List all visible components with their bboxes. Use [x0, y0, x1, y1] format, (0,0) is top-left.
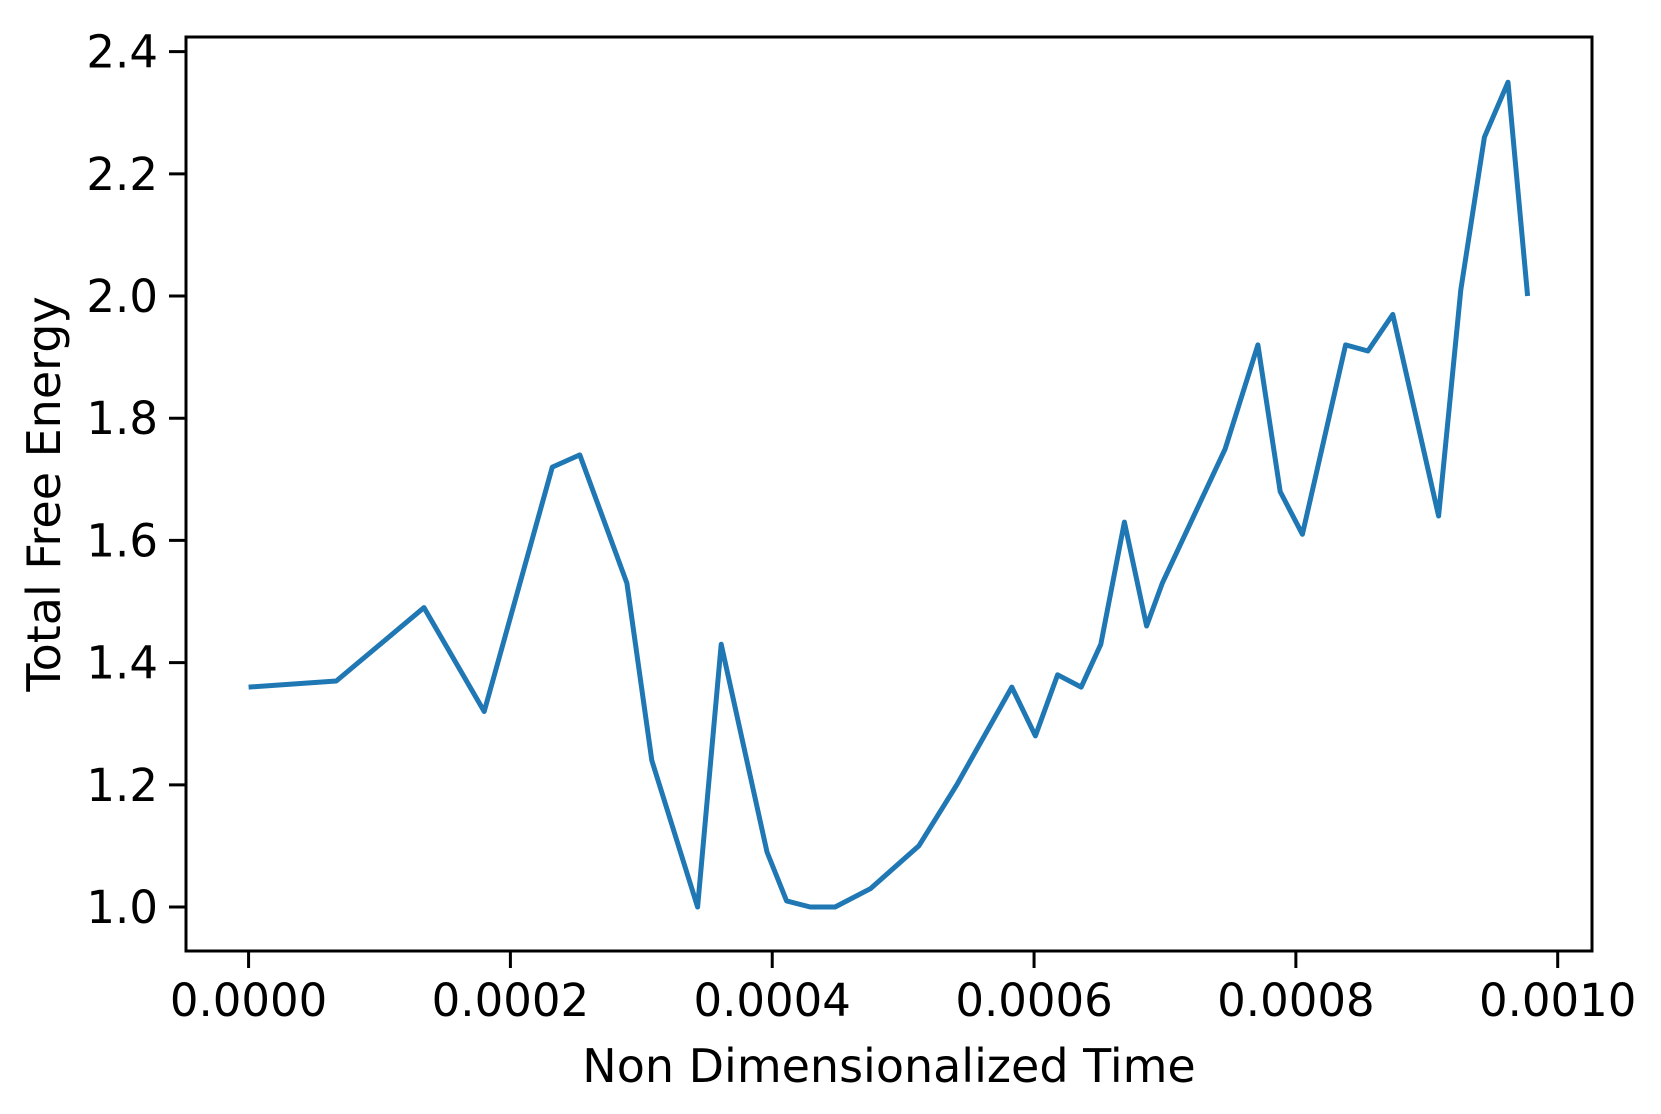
- x-tick-label: 0.0008: [1217, 974, 1374, 1027]
- y-tick-label: 2.2: [86, 148, 158, 201]
- x-tick-label: 0.0004: [693, 974, 850, 1027]
- y-axis-label: Total Free Energy: [17, 296, 71, 692]
- y-tick-label: 2.4: [86, 26, 158, 79]
- x-tick-label: 0.0000: [170, 974, 327, 1027]
- x-axis-ticks: 0.0000 0.0002 0.0004 0.0006 0.0008 0.0010: [170, 951, 1636, 1027]
- y-tick-label: 1.4: [86, 637, 158, 690]
- x-tick-label: 0.0010: [1479, 974, 1636, 1027]
- y-tick-label: 1.0: [86, 881, 158, 934]
- y-tick-label: 2.0: [86, 270, 158, 323]
- x-tick-label: 0.0002: [432, 974, 589, 1027]
- y-tick-label: 1.2: [86, 759, 158, 812]
- y-tick-label: 1.8: [86, 392, 158, 445]
- y-axis-ticks: 1.0 1.2 1.4 1.6 1.8 2.0 2.2 2.4: [86, 26, 186, 934]
- total-free-energy-line: [248, 79, 1531, 910]
- x-axis-label: Non Dimensionalized Time: [582, 1039, 1195, 1093]
- x-tick-label: 0.0006: [955, 974, 1112, 1027]
- plot-area-border: [184, 35, 1594, 953]
- y-tick-label: 1.6: [86, 514, 158, 567]
